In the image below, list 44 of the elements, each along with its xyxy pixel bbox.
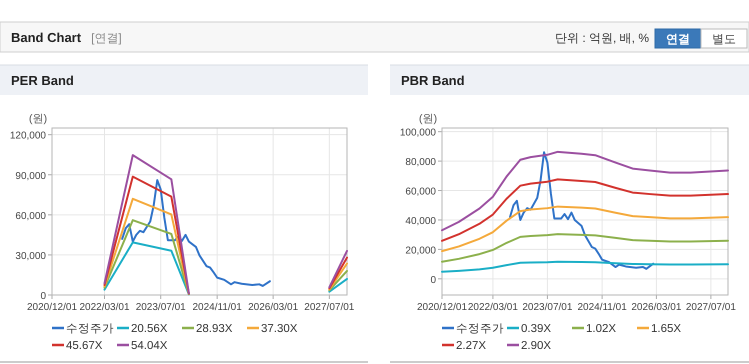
text: 별도 [712, 32, 736, 46]
legend-label: 수정주가 [66, 323, 114, 335]
text: 단위 : 억원, 배, % [554, 31, 650, 45]
legend-label: 20.56X [131, 323, 168, 335]
x-tick-label: 2026/03/01 [248, 302, 299, 313]
chart-title: PBR Band [401, 73, 465, 88]
chart-title: PER Band [11, 73, 74, 88]
y-tick-label: 90,000 [15, 170, 46, 182]
x-tick-label: 2024/11/01 [192, 302, 242, 313]
y-axis-title: (원) [418, 113, 438, 125]
y-tick-label: 100,000 [400, 128, 436, 139]
legend-label: 1.65X [651, 323, 682, 335]
y-tick-label: 60,000 [15, 210, 46, 222]
y-tick-label: 80,000 [405, 157, 436, 168]
x-tick-label: 2022/03/01 [79, 302, 130, 313]
text: 연결 [666, 32, 690, 46]
x-tick-label: 2027/07/01 [686, 302, 736, 313]
x-tick-label: 2027/07/01 [304, 302, 355, 313]
legend-label: 28.93X [196, 323, 233, 335]
x-tick-label: 2023/07/01 [522, 302, 573, 313]
x-tick-label: 2020/12/01 [26, 302, 78, 313]
legend-label: 수정주가 [456, 323, 504, 335]
y-tick-label: 60,000 [405, 186, 436, 198]
x-tick-label: 2026/03/01 [631, 302, 682, 313]
legend-label: 0.39X [521, 323, 552, 335]
legend-label: 2.90X [521, 340, 552, 352]
text: [연결] [91, 31, 122, 45]
x-tick-label: 2024/11/01 [577, 302, 628, 313]
x-tick-label: 2020/12/01 [416, 302, 468, 313]
legend-label: 2.27X [456, 340, 486, 352]
x-tick-label: 2022/03/01 [468, 302, 518, 313]
y-tick-label: 30,000 [15, 250, 46, 262]
y-axis-title: (원) [28, 113, 48, 125]
legend-label: 45.67X [66, 340, 103, 352]
y-tick-label: 20,000 [405, 245, 436, 256]
y-tick-label: 40,000 [405, 216, 436, 227]
y-tick-label: 0 [430, 274, 436, 286]
y-tick-label: 120,000 [10, 130, 46, 142]
legend-label: 54.04X [131, 340, 168, 352]
legend-label: 37.30X [261, 323, 298, 335]
legend-label: 1.02X [586, 323, 616, 335]
x-tick-label: 2023/07/01 [136, 302, 186, 313]
text: Band Chart [11, 30, 82, 45]
y-tick-label: 0 [40, 291, 46, 302]
